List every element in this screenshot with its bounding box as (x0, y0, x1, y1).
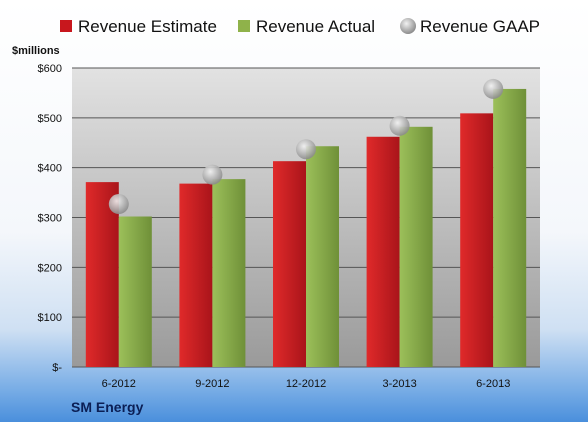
x-tick-label: 12-2012 (286, 378, 326, 390)
gaap-marker (108, 194, 129, 215)
x-tick-label: 3-2013 (382, 378, 416, 390)
y-tick-label: $500 (38, 113, 62, 125)
y-tick-label: $300 (38, 213, 62, 225)
legend-swatch (400, 18, 416, 34)
legend-swatch (238, 20, 250, 32)
legend-label: Revenue Actual (256, 17, 375, 36)
bar-revenue-actual (212, 179, 246, 367)
legend-swatch (60, 20, 72, 32)
bar-revenue-actual (306, 146, 339, 367)
gaap-marker (483, 78, 504, 99)
bar-revenue-actual (399, 126, 433, 367)
company-name: SM Energy (71, 399, 144, 415)
y-axis-unit-label: $millions (12, 45, 60, 57)
bar-revenue-actual (493, 88, 527, 368)
y-tick-label: $100 (38, 312, 62, 324)
y-tick-label: $400 (38, 163, 62, 175)
y-tick-label: $200 (38, 262, 62, 274)
bar-revenue-estimate (85, 182, 119, 367)
gaap-marker (202, 164, 223, 185)
bar-revenue-estimate (366, 136, 400, 367)
x-tick-label: 6-2012 (102, 378, 136, 390)
y-tick-label: $600 (38, 63, 62, 75)
legend-label: Revenue Estimate (78, 17, 217, 36)
bar-revenue-estimate (179, 183, 213, 367)
legend-label: Revenue GAAP (420, 17, 540, 36)
bar-revenue-estimate (273, 161, 306, 367)
x-tick-label: 9-2012 (195, 378, 229, 390)
gaap-marker (389, 115, 410, 136)
bar-revenue-actual (118, 216, 152, 367)
bar-revenue-estimate (460, 113, 494, 368)
y-tick-label: $- (52, 362, 62, 374)
gaap-marker (296, 139, 316, 160)
x-tick-label: 6-2013 (476, 378, 510, 390)
